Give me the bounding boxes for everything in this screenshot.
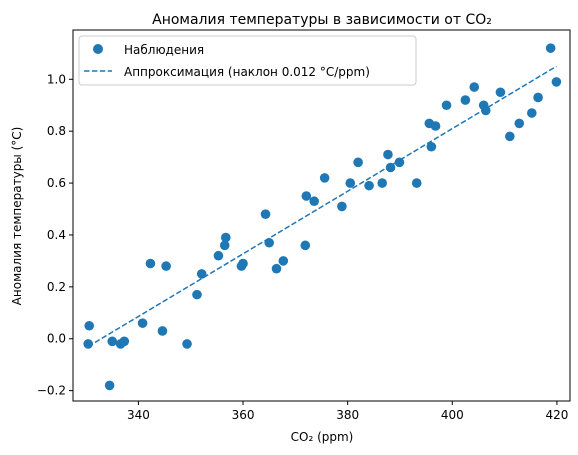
scatter-point xyxy=(527,108,537,118)
x-tick-label: 420 xyxy=(545,408,568,422)
scatter-point xyxy=(220,232,231,243)
scatter-point xyxy=(300,240,311,251)
x-tick-label: 360 xyxy=(232,408,255,422)
scatter-point xyxy=(104,380,115,391)
axes-frame xyxy=(72,29,571,402)
scatter-point xyxy=(319,173,330,183)
y-tick-label: 0.6 xyxy=(47,176,66,190)
scatter-point xyxy=(505,131,515,142)
y-tick-label: 0.0 xyxy=(47,332,66,346)
scatter-point xyxy=(119,336,130,347)
y-tick-label: 0.8 xyxy=(47,124,66,138)
y-tick-label: −0.2 xyxy=(37,384,66,398)
x-tick-label: 340 xyxy=(127,408,150,422)
scatter-point xyxy=(301,191,312,201)
x-tick-label: 380 xyxy=(336,408,359,422)
scatter-point xyxy=(495,87,506,98)
fit-line xyxy=(87,65,557,348)
scatter-point xyxy=(364,180,374,191)
y-tick-label: 0.2 xyxy=(47,280,66,294)
scatter-point xyxy=(83,339,93,349)
scatter-point xyxy=(480,105,491,116)
scatter-point xyxy=(441,100,452,111)
scatter-point xyxy=(411,178,422,188)
fit-line-layer xyxy=(87,65,557,348)
scatter-point xyxy=(182,339,192,349)
scatter-point xyxy=(213,250,224,261)
scatter-point xyxy=(469,82,480,92)
legend: Наблюдения Аппроксимация (наклон 0.012 °… xyxy=(78,35,417,86)
y-axis-label: Аномалия температуры (°C) xyxy=(10,127,24,306)
scatter-point xyxy=(430,121,441,131)
scatter-point xyxy=(264,237,274,248)
legend-label-observations: Наблюдения xyxy=(124,43,204,57)
y-axis-ticks: −0.2 0.0 0.2 0.4 0.6 0.8 1.0 xyxy=(37,72,73,398)
scatter-point xyxy=(385,162,396,173)
chart-title: Аномалия температуры в зависимости от CO… xyxy=(152,12,492,28)
scatter-point xyxy=(278,256,289,266)
x-axis-ticks: 340 360 380 400 420 xyxy=(127,401,568,422)
scatter-point xyxy=(545,43,556,53)
scatter-point xyxy=(84,320,95,331)
x-axis-label: CO₂ (ppm) xyxy=(291,430,354,444)
legend-box xyxy=(78,35,417,86)
scatter-point xyxy=(383,149,393,160)
scatter-point xyxy=(514,118,525,129)
scatter-point xyxy=(337,201,347,212)
plot-area xyxy=(83,43,562,391)
scatter-point xyxy=(353,157,363,168)
scatter-point xyxy=(192,289,202,300)
scatter-point xyxy=(394,157,405,168)
legend-label-fit: Аппроксимация (наклон 0.012 °C/ppm) xyxy=(124,65,370,79)
scatter-point xyxy=(345,178,356,188)
scatter-point xyxy=(219,240,230,251)
scatter-point xyxy=(238,258,248,269)
scatter-point xyxy=(161,261,171,271)
scatter-point xyxy=(157,326,168,336)
scatter-points-layer xyxy=(83,43,562,391)
scatter-point xyxy=(309,196,319,207)
scatter-point xyxy=(260,209,271,220)
scatter-point xyxy=(137,318,148,328)
scatter-point xyxy=(377,178,387,188)
scatter-point xyxy=(107,336,118,347)
scatter-point xyxy=(145,258,156,269)
scatter-point xyxy=(533,92,543,103)
scatter-point xyxy=(551,77,562,87)
scatter-point xyxy=(271,263,282,274)
scatter-point xyxy=(196,269,207,279)
legend-marker-observations xyxy=(93,44,103,54)
scatter-point xyxy=(426,141,437,152)
scatter-point xyxy=(460,95,471,105)
x-tick-label: 400 xyxy=(441,408,464,422)
y-tick-label: 0.4 xyxy=(47,228,66,242)
y-tick-label: 1.0 xyxy=(47,72,66,86)
